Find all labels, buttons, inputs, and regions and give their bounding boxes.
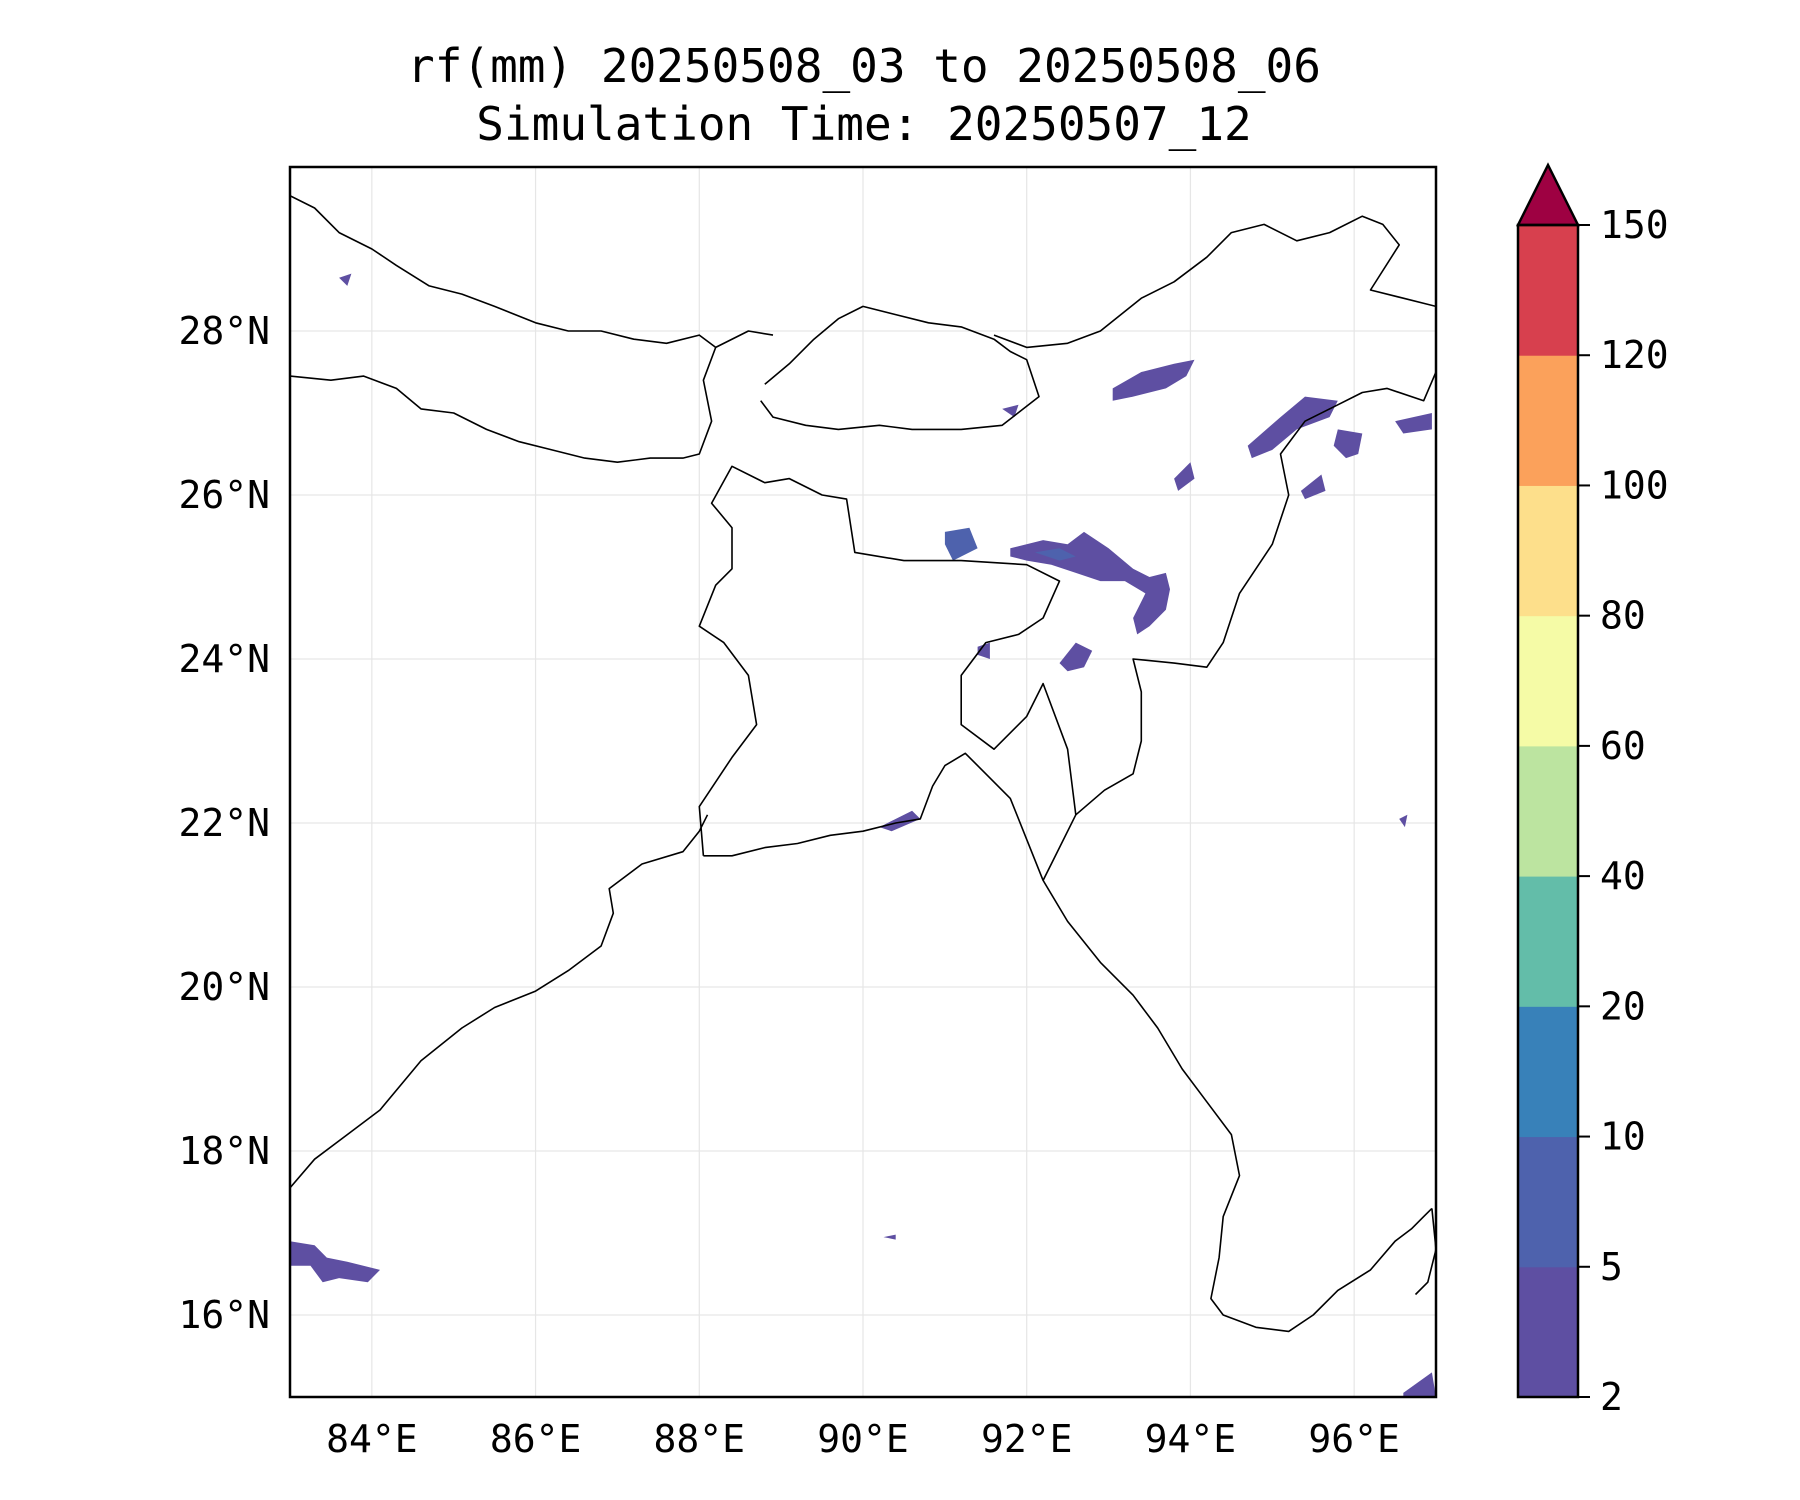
lat-tick-label: 18°N [178, 1129, 270, 1173]
colorbar-segment [1518, 1006, 1578, 1138]
map-frame [288, 165, 1438, 1399]
colorbar-tick-label: 10 [1600, 1115, 1646, 1159]
rain-area-small-patch-h [977, 642, 990, 659]
colorbar-tick-label: 100 [1600, 463, 1669, 507]
colorbar-segment [1518, 485, 1578, 617]
rain-area-small-patch-c [339, 273, 352, 286]
rain-area-small-patch-d [1002, 404, 1019, 418]
lon-tick-label: 96°E [1308, 1417, 1400, 1461]
rain-area-west-bay-patch [290, 1241, 380, 1283]
lat-tick-label: 24°N [178, 637, 270, 681]
colorbar-tick-label: 2 [1600, 1375, 1623, 1419]
lon-tick-label: 90°E [817, 1417, 909, 1461]
rain-area-assam-east-patch [1247, 396, 1338, 459]
rain-area-small-patch-e [1300, 474, 1326, 500]
border-arunachal-china-border [993, 215, 1436, 349]
border-nepal-china-border [290, 194, 717, 349]
border-bhutan-outline [760, 305, 1040, 431]
colorbar-segment [1518, 225, 1578, 356]
lon-tick-label: 88°E [654, 1417, 746, 1461]
colorbar-tick-label: 150 [1600, 203, 1669, 247]
colorbar-segment [1518, 615, 1578, 747]
lat-tick-labels: 16°N 18°N 20°N 22°N 24°N 26°N 28°N [178, 309, 270, 1337]
lon-tick-labels: 84°E 86°E 88°E 90°E 92°E 94°E 96°E [326, 1417, 1400, 1461]
lat-tick-label: 16°N [178, 1293, 270, 1337]
rain-area-se-corner-patch [1403, 1372, 1436, 1397]
rain-area-tripura-patch [1059, 642, 1093, 672]
coastline-sundarbans-coast [703, 752, 1433, 1333]
colorbar-segment [1518, 1136, 1578, 1268]
colorbar: 2 5 10 20 40 60 80 100 120 150 [1515, 162, 1669, 1419]
lat-tick-label: 26°N [178, 473, 270, 517]
rain-area-meghalaya-band-2 [1010, 531, 1170, 635]
lon-tick-label: 86°E [490, 1417, 582, 1461]
colorbar-tick-label: 80 [1600, 594, 1646, 638]
rain-area-arunachal-patch [1112, 359, 1195, 401]
colorbar-frame [1516, 223, 1580, 1399]
colorbar-segment [1518, 876, 1578, 1007]
rain-area-meghalaya-band [944, 527, 978, 561]
gridlines [290, 167, 1436, 1397]
rain-area-core [1034, 548, 1076, 561]
border-nepal-india-border [290, 330, 774, 464]
lat-tick-label: 22°N [178, 801, 270, 845]
lat-tick-label: 28°N [178, 309, 270, 353]
border-bangladesh-outline [698, 465, 1077, 881]
coastline-myanmar-south-coast [1414, 1208, 1436, 1296]
rain-area-small-patch-b [879, 810, 921, 832]
coastline-india-east-coast [290, 814, 709, 1189]
rain-area-assam-east-patch-2 [1333, 429, 1363, 459]
coastline-layer [290, 194, 1436, 1333]
lon-tick-label: 84°E [326, 1417, 418, 1461]
chart-title-line-1: rf(mm) 20250508_03 to 20250508_06 [407, 39, 1321, 93]
colorbar-tick-label: 20 [1600, 984, 1646, 1028]
rainfall-layer [290, 273, 1436, 1397]
lon-tick-label: 92°E [981, 1417, 1073, 1461]
chart-title-line-2: Simulation Time: 20250507_12 [476, 97, 1251, 151]
rain-area-small-patch-g [1399, 814, 1408, 828]
colorbar-tick-label: 60 [1600, 724, 1646, 768]
colorbar-extend-arrow [1515, 162, 1581, 227]
colorbar-tick-label: 120 [1600, 333, 1669, 377]
colorbar-segment [1518, 355, 1578, 486]
rain-area-small-patch-a [1174, 462, 1195, 491]
lon-tick-label: 94°E [1145, 1417, 1237, 1461]
colorbar-tick-label: 5 [1600, 1245, 1623, 1289]
colorbar-segment [1518, 1266, 1578, 1398]
lat-tick-label: 20°N [178, 965, 270, 1009]
rain-area-far-east-patch [1395, 413, 1432, 434]
rain-area-small-patch-f [883, 1234, 896, 1240]
colorbar-segment [1518, 745, 1578, 877]
border-northeast-india-border [1075, 371, 1436, 816]
colorbar-tick-label: 40 [1600, 854, 1646, 898]
